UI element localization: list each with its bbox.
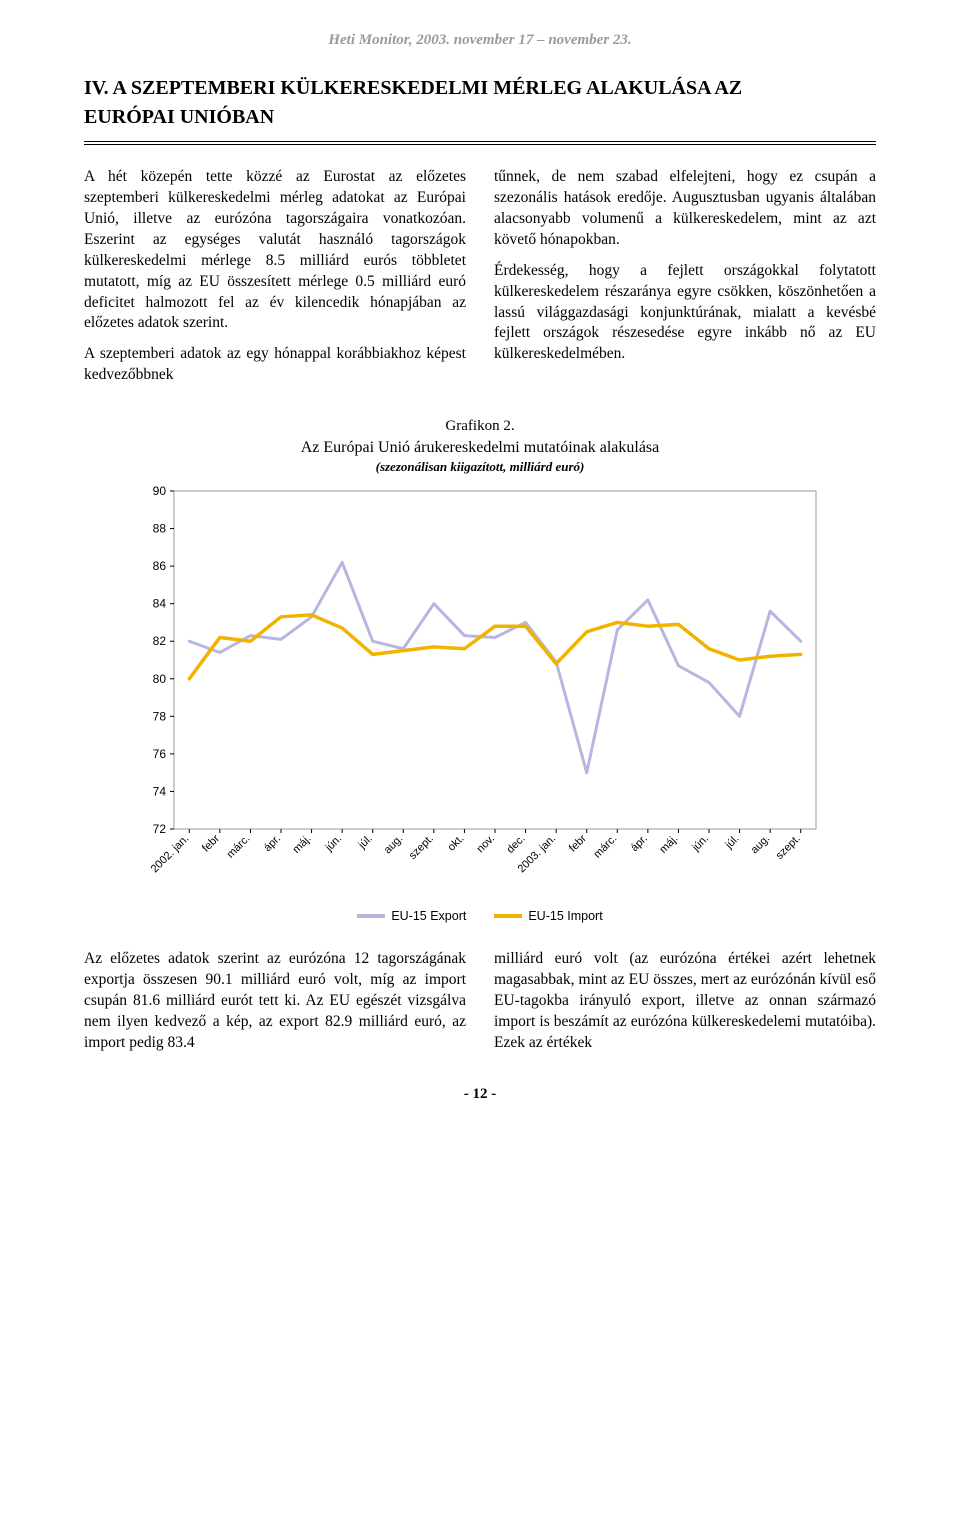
legend-item-import: EU-15 Import — [494, 909, 602, 923]
svg-text:ápr.: ápr. — [629, 833, 650, 854]
svg-text:máj.: máj. — [657, 833, 680, 856]
body-bottom-right: milliárd euró volt (az eurózóna értékei … — [494, 949, 876, 1064]
svg-text:88: 88 — [153, 522, 167, 536]
legend-swatch — [494, 914, 522, 918]
paragraph: A hét közepén tette közzé az Eurostat az… — [84, 167, 466, 334]
svg-text:aug.: aug. — [749, 833, 773, 857]
chart-title: Az Európai Unió árukereskedelmi mutatóin… — [84, 439, 876, 457]
chart-container: 727476788082848688902002. jan.febrmárc.á… — [130, 483, 830, 923]
heading-rule — [84, 141, 876, 145]
legend-swatch — [357, 914, 385, 918]
svg-text:80: 80 — [153, 672, 167, 686]
svg-text:ápr.: ápr. — [262, 833, 283, 854]
svg-text:jún.: jún. — [323, 833, 345, 855]
svg-text:máj.: máj. — [291, 833, 314, 856]
svg-text:76: 76 — [153, 747, 167, 761]
paragraph: Érdekesség, hogy a fejlett országokkal f… — [494, 261, 876, 366]
paragraph: A szeptemberi adatok az egy hónappal kor… — [84, 344, 466, 386]
svg-text:72: 72 — [153, 822, 167, 836]
page-number: - 12 - — [84, 1086, 876, 1103]
legend-label: EU-15 Export — [391, 909, 466, 923]
chart-caption: Grafikon 2. — [84, 418, 876, 435]
paragraph: milliárd euró volt (az eurózóna értékei … — [494, 949, 876, 1054]
paragraph: Az előzetes adatok szerint az eurózóna 1… — [84, 949, 466, 1054]
page-header: Heti Monitor, 2003. november 17 – novemb… — [84, 32, 876, 49]
legend-label: EU-15 Import — [528, 909, 602, 923]
section-heading-line2: EURÓPAI UNIÓBAN — [84, 106, 876, 129]
svg-text:szept.: szept. — [407, 833, 436, 862]
svg-text:nov.: nov. — [475, 833, 498, 856]
body-bottom-left: Az előzetes adatok szerint az eurózóna 1… — [84, 949, 466, 1064]
svg-text:dec.: dec. — [505, 833, 528, 856]
svg-text:78: 78 — [153, 710, 167, 724]
svg-text:júl.: júl. — [723, 833, 742, 852]
legend-item-export: EU-15 Export — [357, 909, 466, 923]
svg-text:74: 74 — [153, 785, 167, 799]
svg-text:84: 84 — [153, 597, 167, 611]
svg-text:márc.: márc. — [225, 833, 253, 861]
svg-text:90: 90 — [153, 484, 167, 498]
svg-text:márc.: márc. — [591, 833, 619, 861]
paragraph: tűnnek, de nem szabad elfelejteni, hogy … — [494, 167, 876, 251]
svg-text:2002. jan.: 2002. jan. — [149, 833, 192, 876]
svg-text:febr: febr — [567, 833, 589, 855]
svg-text:szept.: szept. — [774, 833, 803, 862]
chart-subtitle: (szezonálisan kiigazított, milliárd euró… — [84, 459, 876, 475]
body-top-columns: A hét közepén tette közzé az Eurostat az… — [84, 167, 876, 396]
svg-text:82: 82 — [153, 634, 167, 648]
svg-text:febr: febr — [200, 833, 222, 855]
svg-text:jún.: jún. — [689, 833, 711, 855]
chart-legend: EU-15 Export EU-15 Import — [130, 909, 830, 923]
svg-text:86: 86 — [153, 559, 167, 573]
body-top-left: A hét közepén tette közzé az Eurostat az… — [84, 167, 466, 396]
body-top-right: tűnnek, de nem szabad elfelejteni, hogy … — [494, 167, 876, 396]
svg-text:júl.: júl. — [356, 833, 375, 852]
body-bottom-columns: Az előzetes adatok szerint az eurózóna 1… — [84, 949, 876, 1064]
svg-text:aug.: aug. — [382, 833, 406, 857]
line-chart: 727476788082848688902002. jan.febrmárc.á… — [130, 483, 830, 903]
section-heading-line1: IV. A SZEPTEMBERI KÜLKERESKEDELMI MÉRLEG… — [84, 77, 876, 100]
svg-text:okt.: okt. — [446, 833, 467, 854]
